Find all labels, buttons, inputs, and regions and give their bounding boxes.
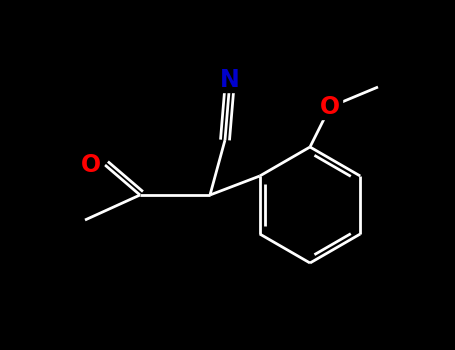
Bar bbox=[79, 153, 103, 177]
Bar bbox=[318, 95, 342, 119]
Bar bbox=[218, 68, 242, 92]
Text: O: O bbox=[81, 153, 101, 177]
Text: O: O bbox=[320, 95, 340, 119]
Text: N: N bbox=[220, 68, 240, 92]
